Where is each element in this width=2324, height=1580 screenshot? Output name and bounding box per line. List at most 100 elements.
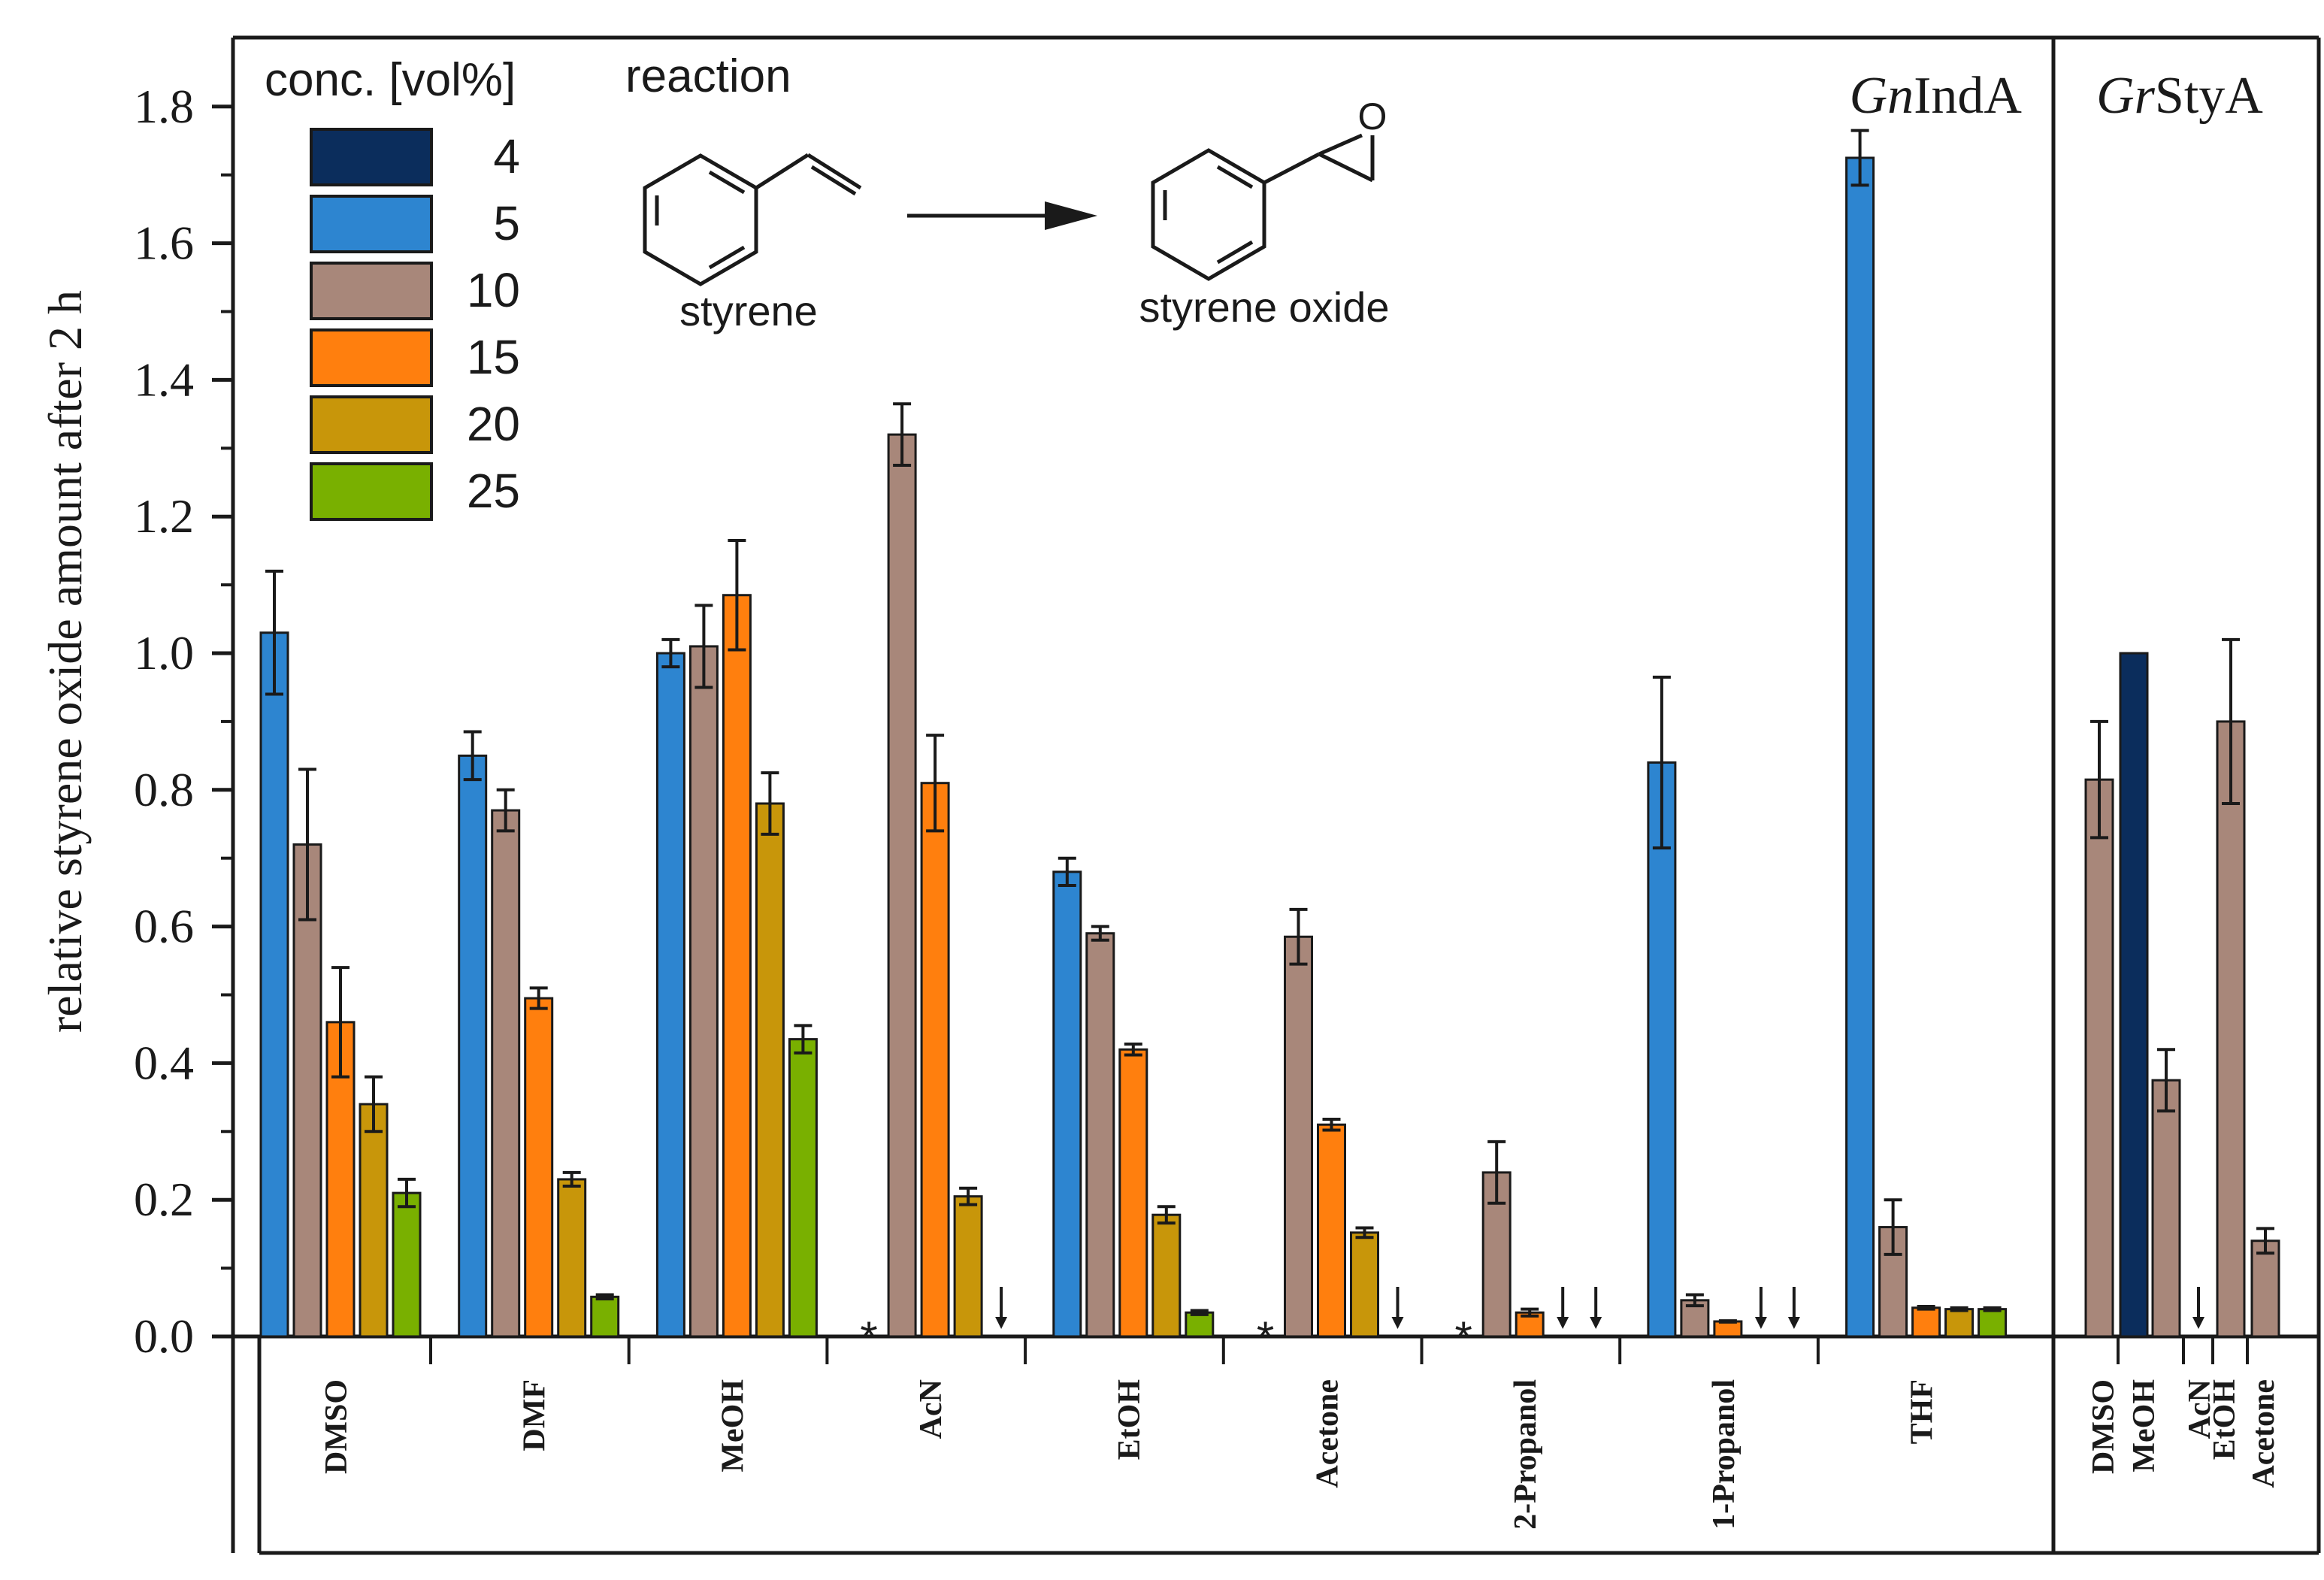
bar — [590, 1295, 620, 1338]
error-bar — [1157, 1205, 1176, 1225]
legend-label: 15 — [467, 330, 520, 384]
bar — [722, 594, 752, 1338]
error-bar — [893, 402, 912, 468]
y-tick-label: 0.0 — [134, 1309, 194, 1363]
error-bar — [1917, 1305, 1935, 1311]
legend-label: 4 — [493, 129, 520, 183]
error-bar — [1685, 1293, 1704, 1308]
bar — [2216, 720, 2246, 1338]
legend-title: conc. [vol%] — [265, 54, 516, 106]
bar — [1052, 870, 1082, 1338]
below-detection-arrow-icon — [995, 1287, 1008, 1329]
x-category-label: EtOH — [2207, 1379, 2242, 1460]
bar — [458, 754, 488, 1338]
product-label: styrene oxide — [1139, 283, 1389, 331]
error-bar — [562, 1170, 581, 1188]
bar — [491, 809, 521, 1338]
reaction-scheme: reaction styrene O st — [625, 50, 1390, 334]
y-tick-label: 1.4 — [134, 353, 194, 406]
error-bar — [661, 637, 680, 669]
error-bar — [463, 730, 482, 782]
not-detected-marker: * — [860, 1312, 877, 1363]
error-bar — [1322, 1117, 1341, 1132]
error-bar — [1190, 1309, 1209, 1316]
arrow-head — [1391, 1317, 1404, 1329]
not-detected-marker: * — [1257, 1312, 1274, 1363]
reactant-label: styrene — [679, 287, 818, 334]
x-category-label: AcN — [2183, 1379, 2217, 1439]
error-bar — [331, 966, 350, 1079]
error-bar — [1652, 675, 1671, 850]
below-detection-arrow-icon — [1391, 1287, 1404, 1329]
bar — [2250, 1239, 2280, 1338]
error-bar — [761, 771, 779, 836]
bar — [920, 782, 950, 1338]
bar — [392, 1191, 422, 1338]
arrow-head — [1590, 1317, 1602, 1329]
bar — [1118, 1048, 1148, 1338]
error-bar — [1521, 1307, 1539, 1318]
panel-title-gnindA: GnIndA — [1850, 67, 2023, 125]
arrow-head — [1787, 1317, 1800, 1329]
legend-label: 25 — [467, 464, 520, 518]
y-tick-label: 1.6 — [134, 216, 194, 270]
error-bar — [1091, 925, 1109, 942]
bar — [524, 997, 554, 1338]
x-category-label: DMSO — [2086, 1379, 2121, 1474]
y-tick-label: 1.2 — [134, 489, 194, 543]
styrene-oxide-structure-icon — [1151, 133, 1375, 281]
error-bar — [2222, 637, 2240, 805]
y-axis: 0.0 0.2 0.4 0.6 0.8 1.0 1.2 1.4 1.6 1.8 — [134, 80, 233, 1363]
error-bar — [1355, 1226, 1374, 1239]
bar — [1647, 761, 1677, 1338]
error-bar — [2090, 719, 2108, 840]
y-tick-label: 0.6 — [134, 900, 194, 953]
error-bar — [959, 1186, 978, 1206]
legend: conc. [vol%] 4 5 10 15 20 25 — [265, 54, 520, 521]
bar — [1911, 1306, 1941, 1338]
panel-title-grstyA: GrStyA — [2096, 67, 2263, 125]
x-category-label: Acetone — [1311, 1379, 1345, 1488]
bar — [1185, 1311, 1215, 1338]
error-bar — [1950, 1306, 1968, 1312]
error-bar — [1983, 1306, 2002, 1312]
error-bar — [529, 986, 548, 1010]
bar — [1350, 1231, 1379, 1338]
error-bar — [2256, 1227, 2274, 1255]
bar — [1978, 1308, 2008, 1338]
y-tick-label: 0.8 — [134, 763, 194, 816]
legend-swatch — [310, 328, 433, 387]
bar — [755, 802, 785, 1338]
arrow-head — [1754, 1317, 1767, 1329]
below-detection-arrow-icon — [1754, 1287, 1767, 1329]
legend-swatch — [310, 262, 433, 320]
arrow-head — [995, 1317, 1008, 1329]
x-category-label: THF — [1905, 1379, 1940, 1444]
below-detection-arrow-icon — [1787, 1287, 1800, 1329]
error-bar — [1718, 1319, 1737, 1324]
bars: * * * — [259, 129, 2280, 1363]
below-detection-arrow-icon — [2192, 1287, 2204, 1329]
bar — [887, 433, 917, 1338]
legend-label: 10 — [467, 263, 520, 317]
error-bar — [595, 1293, 614, 1301]
x-category-label: DMSO — [319, 1379, 354, 1474]
bar — [688, 645, 719, 1338]
x-category-label: Acetone — [2247, 1379, 2281, 1488]
error-bar — [1850, 129, 1869, 187]
bar — [1151, 1213, 1182, 1338]
bar — [359, 1103, 389, 1338]
error-bar — [1058, 856, 1076, 888]
legend-entries: 4 5 10 15 20 25 — [310, 128, 520, 521]
error-bar — [298, 767, 316, 922]
x-category-label: 1-Propanol — [1707, 1379, 1741, 1530]
epoxide-oxygen-label: O — [1358, 95, 1387, 138]
bar — [1317, 1123, 1346, 1338]
legend-label: 5 — [493, 196, 520, 250]
reaction-title: reaction — [625, 50, 791, 102]
bar — [2084, 778, 2114, 1338]
reaction-arrow-icon — [907, 201, 1097, 230]
error-bar — [265, 569, 283, 696]
arrow-head — [1557, 1317, 1569, 1329]
